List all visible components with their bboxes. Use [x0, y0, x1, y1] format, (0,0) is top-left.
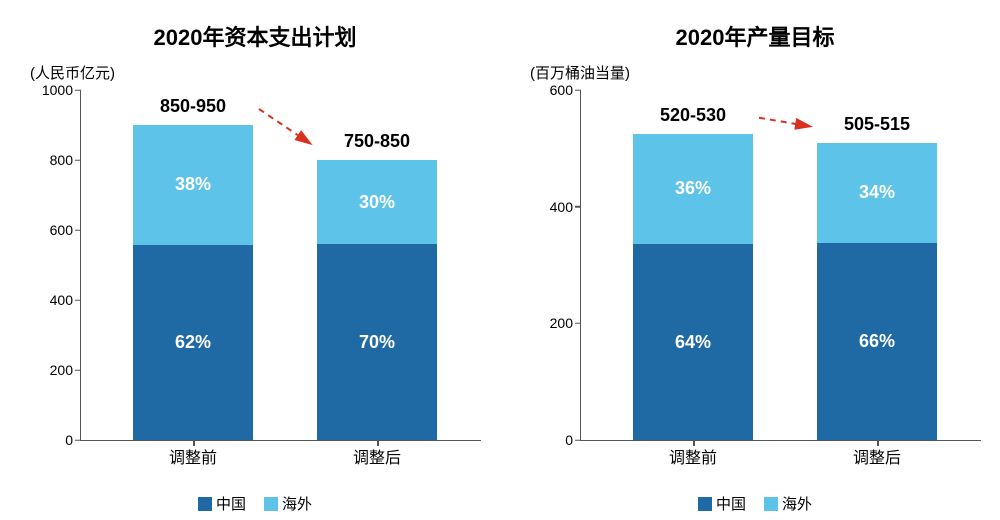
trend-arrow-icon [81, 90, 481, 440]
chart-panel-production: 2020年产量目标 (百万桶油当量) 020040060064%36%520-5… [520, 0, 990, 520]
y-tick-label: 200 [531, 315, 573, 331]
x-category-label: 调整前 [613, 444, 773, 468]
plot-area: 020040060064%36%520-530调整前66%34%505-515调… [580, 90, 981, 441]
y-tick-label: 600 [31, 222, 73, 238]
legend-label: 海外 [782, 496, 812, 513]
legend-item-china: 中国 [198, 493, 246, 514]
y-tick-label: 400 [531, 199, 573, 215]
y-tick-label: 1000 [31, 82, 73, 98]
legend-swatch [764, 497, 778, 511]
legend-swatch [698, 497, 712, 511]
legend-swatch [198, 497, 212, 511]
legend: 中国 海外 [520, 493, 990, 514]
plot-area: 0200400600800100062%38%850-950调整前70%30%7… [80, 90, 481, 441]
legend: 中国 海外 [20, 493, 490, 514]
legend-label: 中国 [216, 496, 246, 513]
legend-label: 海外 [282, 496, 312, 513]
legend-item-china: 中国 [698, 493, 746, 514]
chart-title: 2020年产量目标 [520, 20, 990, 52]
chart-panel-capex: 2020年资本支出计划 (人民币亿元) 0200400600800100062%… [20, 0, 490, 520]
y-axis-unit: (人民币亿元) [30, 62, 115, 83]
y-tick-label: 0 [31, 432, 73, 448]
y-tick-label: 200 [31, 362, 73, 378]
y-tick-label: 800 [31, 152, 73, 168]
viewport: 2020年资本支出计划 (人民币亿元) 0200400600800100062%… [0, 0, 1000, 520]
legend-item-overseas: 海外 [764, 493, 812, 514]
y-tick-label: 400 [31, 292, 73, 308]
x-category-label: 调整后 [797, 444, 957, 468]
legend-item-overseas: 海外 [264, 493, 312, 514]
x-category-label: 调整后 [297, 444, 457, 468]
legend-swatch [264, 497, 278, 511]
trend-arrow-icon [581, 90, 981, 440]
legend-label: 中国 [716, 496, 746, 513]
y-tick-label: 0 [531, 432, 573, 448]
y-axis-unit: (百万桶油当量) [530, 62, 630, 83]
y-tick-label: 600 [531, 82, 573, 98]
chart-title: 2020年资本支出计划 [20, 20, 490, 52]
x-category-label: 调整前 [113, 444, 273, 468]
